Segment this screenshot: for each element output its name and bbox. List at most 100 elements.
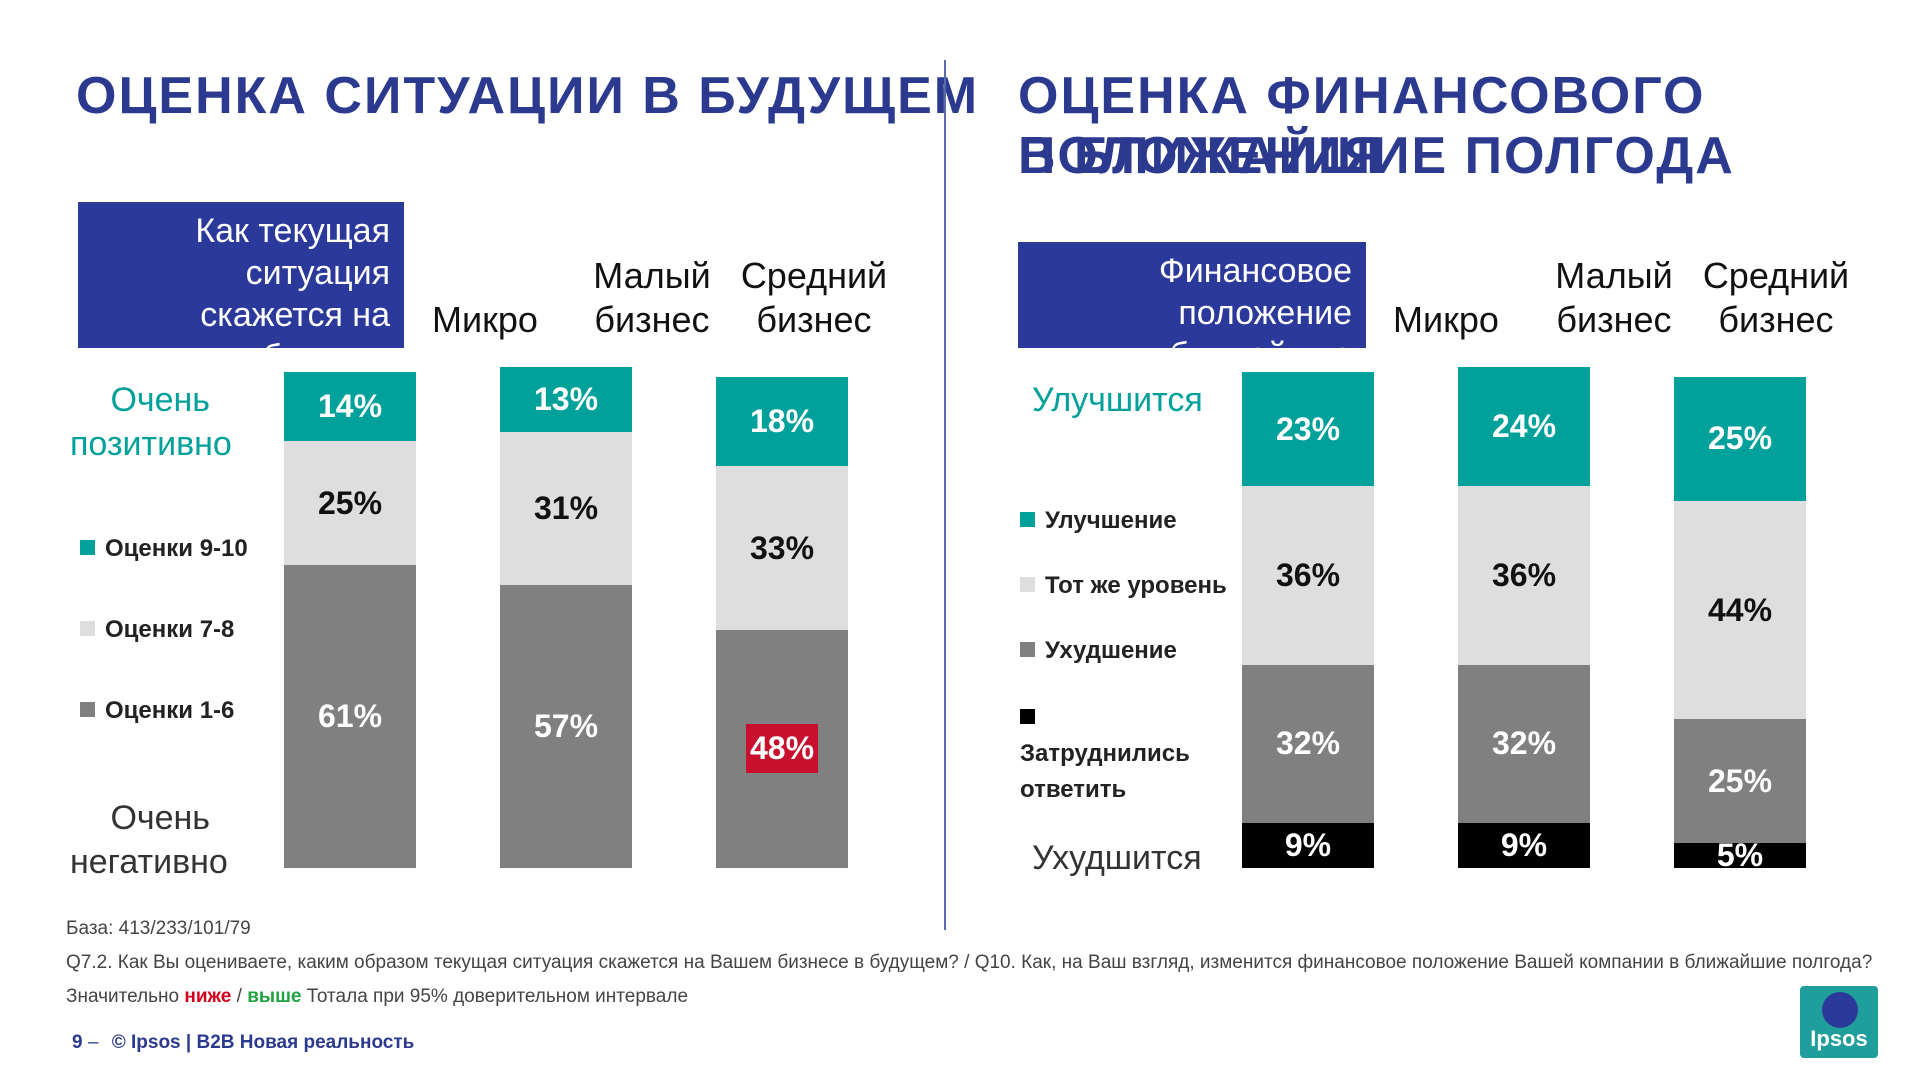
right-bottom-label: Ухудшится — [1032, 839, 1202, 877]
legend-item-same-level: Тот же уровень — [1020, 571, 1227, 601]
bar-value-label: 31% — [533, 489, 599, 526]
bar-value-label: 61% — [317, 698, 383, 735]
right-col-header-micro-line2: Микро — [1393, 299, 1499, 340]
right-chart-title-line2: В БЛИЖАЙШИЕ ПОЛГОДА — [1018, 127, 1735, 185]
right-col-header-medium: Средний бизнес — [1696, 254, 1856, 342]
right-col-header-medium-line1: Средний — [1702, 255, 1850, 296]
left-bottom-label: Очень негативно — [70, 796, 228, 884]
sig-low: ниже — [184, 986, 232, 1007]
footer-page-info: 9 – © Ipsos | B2B Новая реальность — [72, 1032, 414, 1054]
sig-suffix: Тотала при 95% доверительном интервале — [306, 986, 689, 1007]
right-top-label: Улучшится — [1032, 381, 1203, 419]
page-number: 9 — [72, 1032, 83, 1053]
bar-segment: 24% — [1458, 367, 1590, 487]
bar-segment: 25% — [284, 441, 416, 566]
bar-value-label: 18% — [749, 403, 815, 440]
bar-segment: 23% — [1242, 372, 1374, 487]
bar-value-label: 13% — [533, 380, 599, 417]
left-question-line1: Как текущая ситуация — [195, 212, 390, 292]
stacked-bar-outlook-2: 13% 31% 57% — [500, 367, 632, 868]
right-col-header-small-line2: бизнес — [1556, 299, 1672, 340]
left-col-header-medium-line2: бизнес — [756, 299, 872, 340]
bar-segment: 33% — [716, 466, 848, 630]
legend-item-hard-to-answer: Затруднились ответить — [1020, 700, 1210, 808]
left-col-header-medium: Средний бизнес — [734, 254, 894, 342]
bar-segment: 36% — [1458, 486, 1590, 665]
page-dash: – — [87, 1032, 99, 1053]
left-col-header-small-line2: бизнес — [594, 299, 710, 340]
stacked-bar-finance-3: 25% 44% 25% 5% — [1674, 376, 1806, 868]
right-question-line1: Финансовое положение — [1158, 252, 1352, 332]
bar-segment: 61% — [284, 565, 416, 868]
footer-significance-note: Значительно ниже / выше Тотала при 95% д… — [66, 986, 688, 1008]
bar-value-label: 14% — [317, 388, 383, 425]
bar-value-label: 44% — [1707, 591, 1773, 628]
left-col-header-medium-line1: Средний — [740, 255, 888, 296]
legend-label: Оценки 9-10 — [105, 535, 248, 562]
right-col-header-small: Малый бизнес — [1534, 254, 1694, 342]
legend-label: Тот же уровень — [1045, 572, 1227, 599]
bar-segment: 14% — [284, 372, 416, 442]
left-col-header-micro: Микро — [405, 298, 565, 342]
left-question-line2: скажется на бизнесе — [200, 296, 390, 376]
legend-swatch — [80, 702, 95, 718]
legend-item-scores-9-10: Оценки 9-10 — [80, 534, 248, 564]
left-bottom-label-line1: Очень — [110, 799, 210, 837]
bar-value-label: 9% — [1500, 827, 1548, 864]
bar-value-label: 9% — [1284, 827, 1332, 864]
bar-value-label: 36% — [1275, 556, 1341, 593]
stacked-bar-outlook-1: 14% 25% 61% — [284, 372, 416, 868]
copyright: © Ipsos | B2B Новая реальность — [111, 1032, 415, 1053]
bar-segment: 57% — [500, 585, 632, 868]
right-col-header-small-line1: Малый — [1555, 255, 1673, 296]
stacked-bar-finance-1: 23% 36% 32% 9% — [1242, 372, 1374, 868]
footer-question: Q7.2. Как Вы оцениваете, каким образом т… — [66, 952, 1873, 973]
bar-segment: 44% — [1674, 500, 1806, 720]
bar-value-label: 32% — [1275, 725, 1341, 762]
stacked-bar-finance-2: 24% 36% 32% 9% — [1458, 367, 1590, 868]
legend-swatch — [1020, 577, 1035, 593]
legend-label: Ухудшение — [1045, 637, 1177, 664]
legend-swatch — [80, 540, 95, 556]
legend-swatch — [1020, 512, 1035, 528]
legend-label: Улучшение — [1045, 507, 1177, 534]
right-col-header-medium-line2: бизнес — [1718, 299, 1834, 340]
bar-segment: 32% — [1242, 664, 1374, 824]
bar-value-label: 32% — [1491, 725, 1557, 762]
footer-base: База: 413/233/101/79 — [66, 918, 251, 939]
sig-prefix: Значительно — [66, 986, 180, 1007]
bar-segment: 32% — [1458, 664, 1590, 824]
bar-value-label: 23% — [1275, 410, 1341, 447]
left-question-box: Как текущая ситуация скажется на бизнесе… — [78, 202, 404, 418]
logo-head-icon — [1822, 992, 1858, 1028]
bar-value-label: 36% — [1491, 556, 1557, 593]
legend-label: Оценки 7-8 — [105, 616, 235, 643]
legend-label: Оценки 1-6 — [105, 697, 235, 724]
bar-segment: 18% — [716, 376, 848, 467]
right-col-header-micro: Микро — [1366, 298, 1526, 342]
bar-segment: 13% — [500, 367, 632, 432]
legend-item-worsening: Ухудшение — [1020, 636, 1177, 666]
ipsos-logo: Ipsos — [1800, 986, 1878, 1058]
left-top-label-line1: Очень — [110, 381, 210, 419]
bar-segment: 36% — [1242, 486, 1374, 665]
left-col-header-small: Малый бизнес — [572, 254, 732, 342]
left-top-label: Очень позитивно — [70, 378, 232, 466]
bar-segment: 5% — [1674, 843, 1806, 868]
left-col-header-small-line1: Малый — [593, 255, 711, 296]
bar-segment: 25% — [1674, 719, 1806, 844]
legend-swatch — [1020, 642, 1035, 658]
bar-value-label: 24% — [1491, 408, 1557, 445]
bar-value-label: 25% — [1707, 762, 1773, 799]
bar-value-label: 5% — [1716, 843, 1764, 868]
bar-segment: 48% — [716, 629, 848, 868]
legend-item-scores-7-8: Оценки 7-8 — [80, 615, 234, 645]
right-chart-title-line1: ОЦЕНКА ФИНАНСОВОГО ПОЛОЖЕНИЯ — [1018, 67, 1706, 185]
legend-swatch — [1020, 709, 1035, 725]
bar-value-label: 25% — [1707, 420, 1773, 457]
bar-value-label: 48% — [745, 724, 819, 774]
sig-separator: / — [236, 986, 242, 1007]
sig-high: выше — [247, 986, 302, 1007]
left-col-header-micro-line2: Микро — [432, 299, 538, 340]
bar-value-label: 33% — [749, 529, 815, 566]
